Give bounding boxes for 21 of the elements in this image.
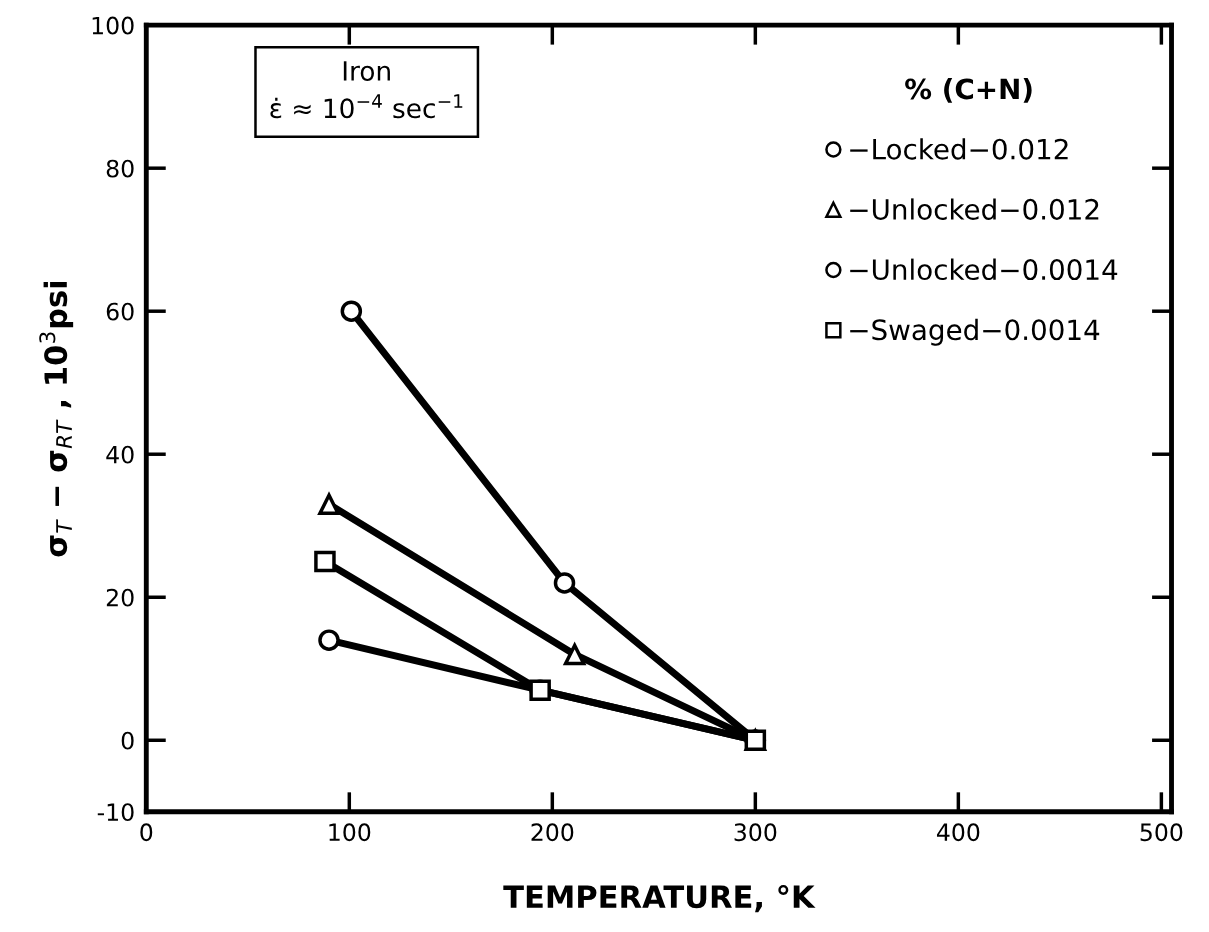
y-axis-title: σ$_{T}$ − σ$_{RT}$ , 10$^{3}$psi — [39, 281, 74, 557]
y-tick-label: 60 — [106, 302, 134, 321]
x-tick-label: 400 — [936, 823, 980, 842]
y-tick-label: 20 — [106, 588, 134, 607]
annotation: Iron ε̇ ≈ 10$^{−4}$ sec$^{−1}$ — [270, 61, 463, 119]
y-tick-label: 80 — [106, 159, 134, 178]
x-tick-label: 300 — [734, 823, 777, 842]
legend-label: −Swaged−0.0014 — [850, 318, 1100, 346]
legend-title: % (C+N) — [905, 77, 1032, 103]
y-tick-label: -10 — [97, 803, 134, 822]
x-tick-label: 0 — [140, 823, 153, 842]
y-tick-label: 0 — [121, 731, 134, 750]
x-tick-label: 100 — [329, 823, 371, 842]
x-tick-label: 200 — [531, 823, 574, 842]
y-tick-label: 100 — [92, 16, 134, 35]
y-tick-label: 40 — [106, 445, 134, 464]
legend-label: −Locked−0.012 — [850, 138, 1068, 160]
x-axis-title: TEMPERATURE, °K — [503, 884, 816, 913]
x-tick-label: 500 — [1140, 823, 1183, 842]
legend-label: −Unlocked−0.012 — [850, 198, 1099, 220]
legend-label: −Unlocked−0.0014 — [850, 258, 1118, 281]
